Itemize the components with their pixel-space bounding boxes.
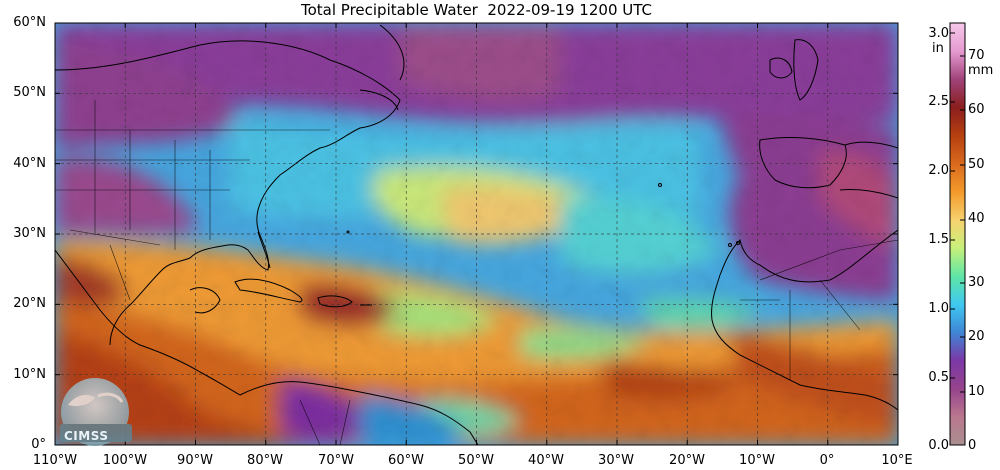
inch-label: 1.5 — [928, 232, 949, 247]
mm-label: 70 — [968, 48, 985, 63]
mm-unit: mm — [968, 63, 994, 78]
lon-label: 10°E — [881, 453, 913, 468]
inch-label: 0.0 — [928, 438, 949, 453]
lon-label: 30°W — [598, 453, 634, 468]
lon-label: 50°W — [458, 453, 494, 468]
inch-label: 3.0 — [928, 26, 949, 41]
mm-label: 0 — [968, 438, 977, 453]
inch-label: 2.0 — [928, 163, 949, 178]
lon-label: 0° — [819, 453, 835, 468]
colorbar — [949, 22, 966, 446]
lat-label: 60°N — [13, 15, 46, 30]
inch-label: 1.0 — [928, 301, 949, 316]
lon-label: 100°W — [102, 453, 148, 468]
lat-label: 0° — [31, 437, 46, 452]
mm-label: 20 — [968, 329, 985, 344]
lon-label: 70°W — [318, 453, 354, 468]
mm-label: 10 — [968, 384, 985, 399]
lat-label: 40°N — [13, 156, 46, 171]
mm-label: 60 — [968, 102, 985, 117]
lon-label: 20°W — [669, 453, 705, 468]
lat-label: 10°N — [13, 367, 46, 382]
map-title: Total Precipitable Water 2022-09-19 1200… — [300, 1, 652, 19]
inch-unit: in — [932, 41, 944, 56]
cimss-logo — [60, 378, 132, 446]
lat-label: 20°N — [13, 296, 46, 311]
graticule — [55, 23, 898, 445]
inch-label: 0.5 — [928, 370, 949, 385]
political-borders — [55, 100, 898, 445]
lon-label: 80°W — [247, 453, 283, 468]
axis-ticks — [54, 22, 899, 446]
inch-label: 2.5 — [928, 94, 949, 109]
lon-label: 110°W — [32, 453, 78, 468]
coastlines — [55, 24, 898, 445]
lon-label: 60°W — [388, 453, 424, 468]
mm-label: 40 — [968, 211, 985, 226]
colorbar-ticks — [950, 32, 965, 446]
lon-label: 10°W — [739, 453, 775, 468]
mm-label: 30 — [968, 275, 985, 290]
mm-label: 50 — [968, 157, 985, 172]
lat-label: 50°N — [13, 85, 46, 100]
lon-label: 90°W — [177, 453, 213, 468]
lon-label: 40°W — [528, 453, 564, 468]
cimss-logo-text: CIMSS — [64, 429, 109, 443]
lat-label: 30°N — [13, 226, 46, 241]
